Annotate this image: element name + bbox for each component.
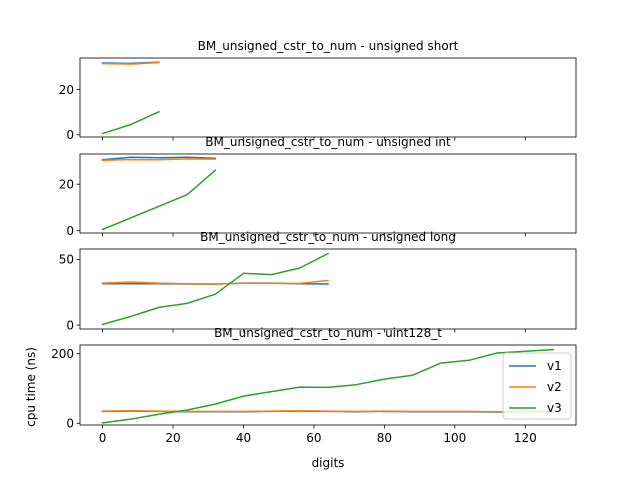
x-tick-label: 20 [165,431,180,445]
axes-frame [79,344,577,426]
y-tick-label: 0 [66,128,74,142]
y-tick-label: 0 [66,318,74,332]
y-tick-label: 20 [59,83,74,97]
subplot-title: BM_unsigned_cstr_to_num - unsigned long [200,230,456,244]
axes-frame [79,153,577,234]
series-v2-line [101,279,329,285]
x-tick-label: 120 [514,431,537,445]
x-tick-label: 60 [306,431,321,445]
x-tick-label: 80 [377,431,392,445]
subplot-title: BM_unsigned_cstr_to_num - unsigned short [198,39,459,53]
legend: v1 v2 v3 [502,352,572,420]
y-tick-label: 0 [66,224,74,238]
subplot-3: 0 50 BM_unsigned_cstr_to_num - unsigned lo… [59,230,577,333]
series-v3-line [101,169,217,231]
legend-label-v3: v3 [547,401,562,415]
subplot-title: BM_unsigned_cstr_to_num - uint128_t [214,326,442,340]
series-v2-line [101,158,217,162]
series-v3-line [101,252,330,326]
series-v2-line [101,61,160,65]
axes-frame [79,248,577,330]
y-tick-label: 200 [51,347,74,361]
legend-box [502,352,572,420]
x-axis-label: digits [312,456,345,470]
series-v1-line [101,156,217,161]
x-tick-label: 0 [99,431,107,445]
subplot-2: 0 20 BM_unsigned_cstr_to_num - unsigned in… [59,135,577,238]
subplot-4: 0 200 0 20 40 60 80 100 120 BM_unsigned_cstr_to_n… [51,326,577,445]
y-axis-label: cpu time (ns) [24,347,38,427]
series-v3-line [101,348,555,424]
subplot-title: BM_unsigned_cstr_to_num - unsigned int [205,135,451,149]
axes-frame [79,57,577,138]
y-tick-label: 20 [59,177,74,191]
legend-label-v2: v2 [547,380,562,394]
subplot-1: 0 20 BM_unsigned_cstr_to_num - unsigned sh… [59,39,577,142]
y-tick-label: 50 [59,253,74,267]
y-tick-label: 0 [66,416,74,430]
x-tick-label: 40 [236,431,251,445]
series-v3-line [101,110,160,135]
x-tick-label: 100 [443,431,466,445]
legend-label-v1: v1 [547,359,562,373]
series-v2-line [101,409,555,413]
subplots: 0 20 BM_unsigned_cstr_to_num - unsigned sh… [51,39,577,445]
